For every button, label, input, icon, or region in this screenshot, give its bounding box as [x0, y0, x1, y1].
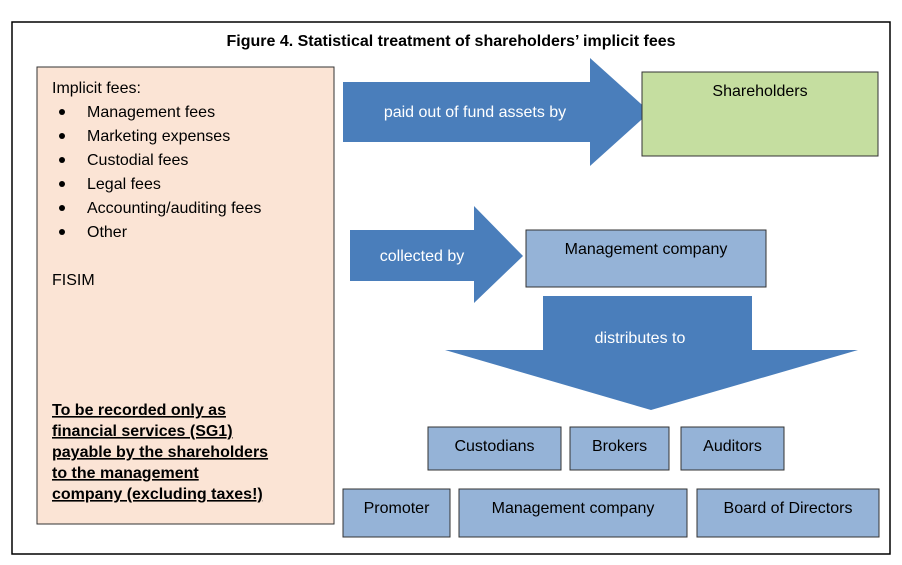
- arrow: [445, 296, 858, 410]
- arrow-label: distributes to: [595, 330, 686, 347]
- item: Legal fees: [87, 176, 161, 193]
- node-label: Management company: [565, 241, 728, 258]
- item: Other: [87, 224, 128, 241]
- arrow-label: paid out of fund assets by: [384, 104, 566, 121]
- node-label: Custodians: [454, 438, 534, 455]
- item: Management fees: [87, 104, 215, 121]
- node: [342, 488, 451, 538]
- node: [427, 426, 562, 471]
- note-line: payable by the shareholders: [52, 444, 268, 461]
- node-label: Management company: [492, 500, 655, 517]
- node: [680, 426, 785, 471]
- node: [525, 229, 767, 288]
- node-label: Auditors: [703, 438, 762, 455]
- node-label: Promoter: [364, 500, 430, 517]
- bullet: [59, 229, 65, 235]
- bullet: [59, 133, 65, 139]
- note-line: to the management: [52, 465, 199, 482]
- arrow: [350, 206, 523, 303]
- node: [641, 71, 879, 157]
- node-label: Board of Directors: [724, 500, 853, 517]
- node-label: Brokers: [592, 438, 647, 455]
- item: Custodial fees: [87, 152, 188, 169]
- node: [569, 426, 670, 471]
- item: Accounting/auditing fees: [87, 200, 261, 217]
- bullet: [59, 205, 65, 211]
- title: Figure 4. Statistical treatment of share…: [226, 33, 675, 50]
- bullet: [59, 181, 65, 187]
- node: [696, 488, 880, 538]
- note-line: To be recorded only as: [52, 402, 226, 419]
- fisim: FISIM: [52, 272, 95, 289]
- arrow-label: collected by: [380, 248, 465, 265]
- heading: Implicit fees:: [52, 80, 141, 97]
- bullet: [59, 109, 65, 115]
- arrow: [343, 58, 650, 166]
- node-label: Shareholders: [712, 83, 807, 100]
- note-line: financial services (SG1): [52, 423, 233, 440]
- note-line: company (excluding taxes!): [52, 486, 263, 503]
- bullet: [59, 157, 65, 163]
- node: [458, 488, 688, 538]
- left-box: [36, 66, 335, 525]
- item: Marketing expenses: [87, 128, 230, 145]
